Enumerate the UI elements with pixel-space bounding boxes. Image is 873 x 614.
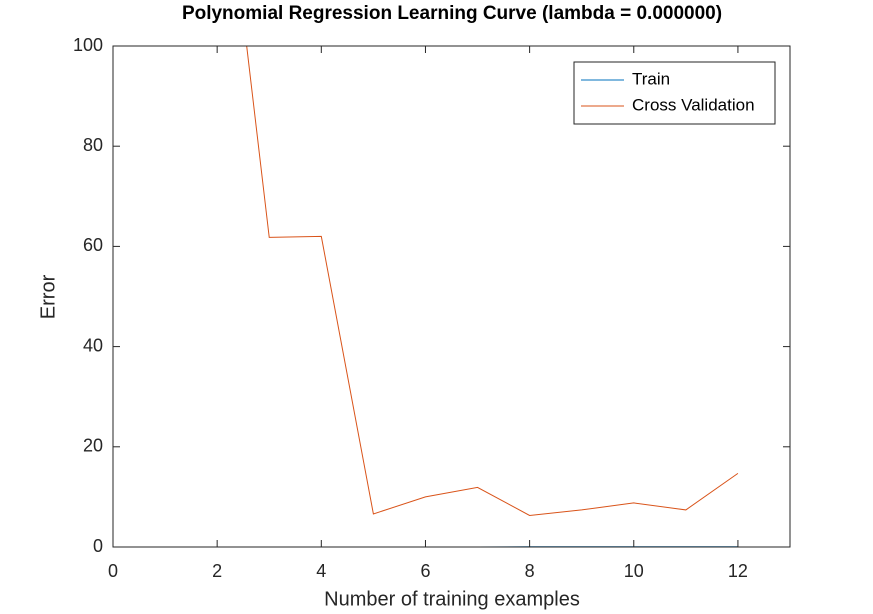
y-tick-label: 60: [83, 235, 103, 255]
x-tick-label: 12: [728, 561, 748, 581]
y-axis-label: Error: [37, 274, 59, 319]
legend-box: [573, 61, 776, 125]
x-tick-label: 0: [108, 561, 118, 581]
y-tick-label: 80: [83, 135, 103, 155]
y-tick-label: 20: [83, 436, 103, 456]
x-tick-label: 10: [624, 561, 644, 581]
x-tick-label: 4: [316, 561, 326, 581]
series-line: [246, 46, 739, 516]
y-tick-label: 0: [93, 536, 103, 556]
x-tick-label: 2: [212, 561, 222, 581]
chart-title: Polynomial Regression Learning Curve (la…: [182, 3, 722, 24]
x-tick-label: 8: [525, 561, 535, 581]
axes-box: [112, 45, 791, 548]
x-tick-label: 6: [420, 561, 430, 581]
y-tick-label: 40: [83, 335, 103, 355]
legend-label: Cross Validation: [632, 95, 755, 114]
x-axis-label: Number of training examples: [324, 588, 580, 610]
y-tick-label: 100: [73, 35, 103, 55]
legend-label: Train: [632, 69, 670, 88]
plot-area: [113, 46, 790, 547]
